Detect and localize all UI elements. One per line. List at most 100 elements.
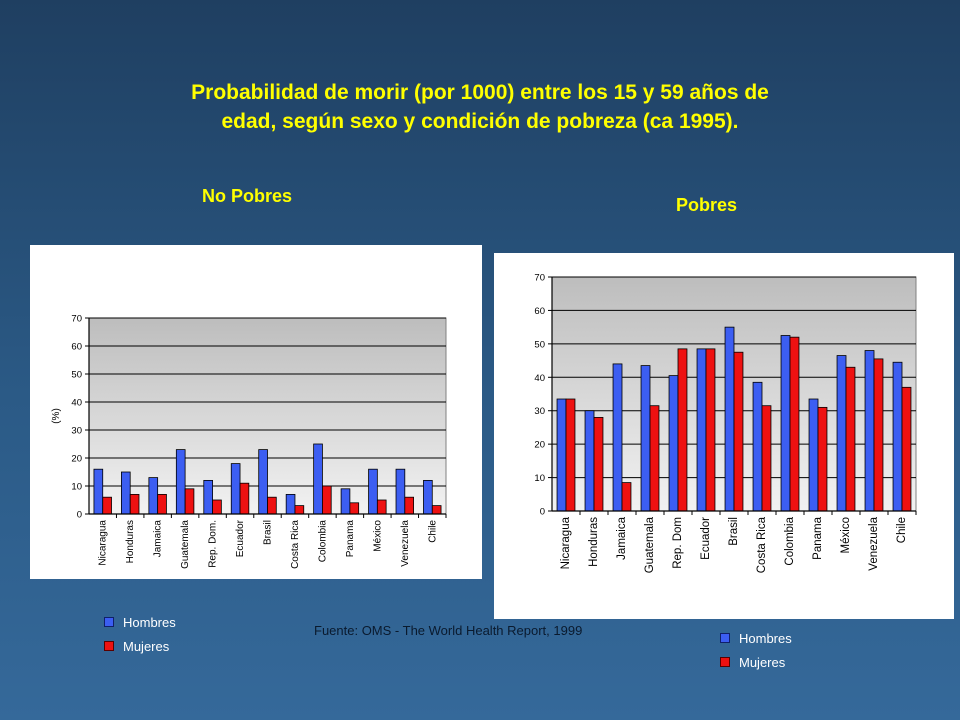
bar-hombres	[368, 468, 378, 515]
bar-hombres	[230, 463, 241, 515]
bar-hombres	[175, 449, 186, 515]
bar-hombres	[203, 479, 213, 515]
bar-hombres	[836, 355, 847, 512]
bar-mujeres	[705, 348, 716, 512]
bar-mujeres	[817, 406, 828, 512]
legend-item-mujeres: Mujeres	[720, 650, 792, 674]
y-tick-label: 0	[540, 507, 545, 518]
y-tick-label: 40	[534, 373, 545, 384]
y-tick-label: 70	[71, 314, 82, 325]
bar-hombres	[584, 410, 595, 512]
bar-hombres	[668, 375, 679, 512]
x-category-label: Jamaica	[616, 516, 628, 559]
bar-mujeres	[789, 336, 800, 512]
legend-item-hombres: Hombres	[720, 626, 792, 650]
y-tick-label: 50	[534, 339, 545, 350]
x-category-label: Chile	[896, 517, 908, 543]
bar-mujeres	[565, 398, 576, 512]
x-category-label: Guatemala	[644, 516, 656, 573]
bar-hombres	[864, 350, 875, 512]
bar-mujeres	[349, 502, 360, 515]
x-category-label: Rep. Dom	[672, 517, 684, 569]
bar-hombres	[556, 398, 567, 512]
legend-label-hombres: Hombres	[123, 614, 176, 630]
y-tick-label: 70	[534, 273, 545, 284]
x-category-label: Venezuela	[400, 520, 411, 567]
x-category-label: Honduras	[588, 517, 600, 567]
bar-hombres	[808, 398, 819, 512]
bar-hombres	[395, 468, 406, 515]
bar-hombres	[340, 488, 351, 515]
y-tick-label: 20	[534, 440, 545, 451]
bar-mujeres	[184, 488, 195, 515]
y-axis-label: (%)	[51, 408, 62, 424]
x-category-label: Costa Rica	[756, 516, 768, 573]
bar-mujeres	[873, 358, 884, 512]
x-category-label: Brasil	[263, 520, 274, 545]
bar-hombres	[612, 363, 623, 512]
x-category-label: Costa Rica	[290, 520, 301, 569]
x-category-label: Nicaragua	[98, 520, 109, 566]
bar-mujeres	[761, 405, 772, 512]
bar-hombres	[258, 449, 268, 515]
legend-item-mujeres: Mujeres	[104, 634, 176, 658]
chart-title-pobres: Pobres	[676, 195, 738, 215]
chart-panel-pobres: 0 10 20 30 40 50 60 70 Nicaragua Honduras Jamaica G…	[494, 253, 954, 619]
x-category-label: Ecuador	[700, 517, 712, 560]
bar-mujeres	[157, 493, 167, 515]
bar-mujeres	[322, 485, 332, 515]
x-category-label: Rep. Dom.	[208, 520, 219, 568]
bar-hombres	[752, 381, 763, 512]
y-tick-label: 60	[534, 306, 545, 317]
bar-hombres	[780, 335, 791, 512]
y-tick-label: 0	[77, 510, 82, 521]
x-category-label: Chile	[427, 520, 438, 543]
legend-swatch-mujeres	[104, 641, 114, 651]
legend-pobres: Hombres Mujeres	[720, 626, 792, 674]
bar-mujeres	[733, 351, 744, 512]
legend-swatch-hombres	[104, 617, 114, 627]
bar-mujeres	[845, 366, 856, 512]
bar-mujeres	[593, 416, 604, 512]
x-category-label: Ecuador	[235, 519, 246, 557]
bar-chart-no-pobres: 0 10 20 30 40 50 60 70 (%) Nicaragua Honduras Jamai…	[51, 314, 447, 569]
bar-mujeres	[102, 496, 112, 515]
y-tick-label: 10	[534, 473, 545, 484]
y-tick-label: 50	[71, 370, 82, 381]
bar-chart-pobres: 0 10 20 30 40 50 60 70 Nicaragua Honduras Jamaica G…	[534, 273, 917, 573]
bar-hombres	[148, 477, 159, 515]
slide-title-line-1: Probabilidad de morir (por 1000) entre l…	[191, 81, 769, 104]
bar-hombres	[892, 361, 903, 512]
x-category-label: Colombia	[784, 516, 796, 565]
y-tick-label: 30	[71, 426, 82, 437]
y-tick-label: 10	[71, 482, 82, 493]
legend-item-hombres: Hombres	[104, 610, 176, 634]
bar-mujeres	[212, 499, 222, 515]
x-category-label: Panama	[812, 516, 824, 559]
x-category-label: Nicaragua	[560, 516, 572, 569]
x-category-label: Colombia	[317, 520, 328, 563]
bar-mujeres	[267, 496, 277, 515]
legend-label-mujeres: Mujeres	[123, 638, 170, 654]
x-category-label: Brasil	[728, 517, 740, 546]
bar-mujeres	[294, 505, 305, 515]
bar-hombres	[696, 348, 707, 512]
x-category-label: Venezuela	[868, 516, 880, 570]
x-category-label: México	[372, 520, 383, 552]
legend-label-hombres: Hombres	[739, 630, 792, 646]
x-category-label: Panama	[345, 520, 356, 558]
bar-hombres	[121, 471, 131, 515]
y-tick-label: 40	[71, 398, 82, 409]
y-tick-label: 30	[534, 406, 545, 417]
source-note: Fuente: OMS - The World Health Report, 1…	[314, 623, 583, 638]
bar-hombres	[640, 365, 651, 512]
x-category-label: México	[840, 517, 852, 553]
bar-mujeres	[129, 493, 140, 515]
x-category-label: Honduras	[125, 520, 136, 563]
legend-label-mujeres: Mujeres	[739, 654, 786, 670]
bar-mujeres	[404, 496, 414, 515]
slide-title: Probabilidad de morir (por 1000) entre l…	[80, 78, 880, 136]
slide-title-line-2: edad, según sexo y condición de pobreza …	[221, 110, 739, 133]
legend-swatch-hombres	[720, 633, 730, 643]
bar-hombres	[423, 479, 433, 515]
